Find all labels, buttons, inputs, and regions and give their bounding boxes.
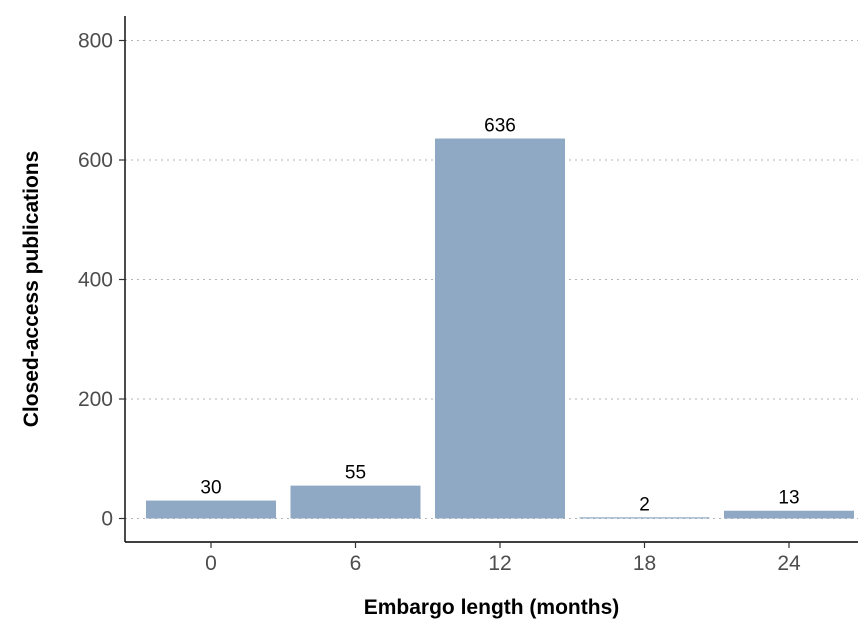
bar-value-label: 55 xyxy=(345,463,366,484)
bar-value-label: 13 xyxy=(778,488,799,509)
bar-value-label: 636 xyxy=(484,115,516,136)
x-tick-label: 24 xyxy=(777,552,801,575)
y-tick-label: 0 xyxy=(101,508,113,531)
y-axis-title: Closed-access publications xyxy=(20,151,43,428)
y-tick-label: 400 xyxy=(78,269,113,292)
bar-value-label: 30 xyxy=(200,478,221,499)
y-tick-label: 600 xyxy=(78,149,113,172)
bar xyxy=(290,485,421,519)
x-tick-label: 0 xyxy=(205,552,217,575)
bars xyxy=(146,138,854,519)
x-axis-title: Embargo length (months) xyxy=(364,596,620,619)
y-tick-label: 200 xyxy=(78,388,113,411)
x-axis-ticks: 0 6 12 18 24 xyxy=(205,542,801,575)
y-tick-label: 800 xyxy=(78,30,113,53)
x-tick-label: 18 xyxy=(633,552,656,575)
bar-value-label: 2 xyxy=(639,494,650,515)
y-axis-ticks: 0 200 400 600 800 xyxy=(78,30,125,531)
x-tick-label: 12 xyxy=(488,552,511,575)
data-labels: 30 55 636 2 13 xyxy=(200,115,799,515)
bar xyxy=(146,500,276,519)
bar xyxy=(435,138,565,519)
bar xyxy=(724,510,854,519)
bar xyxy=(579,517,710,519)
x-tick-label: 6 xyxy=(350,552,362,575)
